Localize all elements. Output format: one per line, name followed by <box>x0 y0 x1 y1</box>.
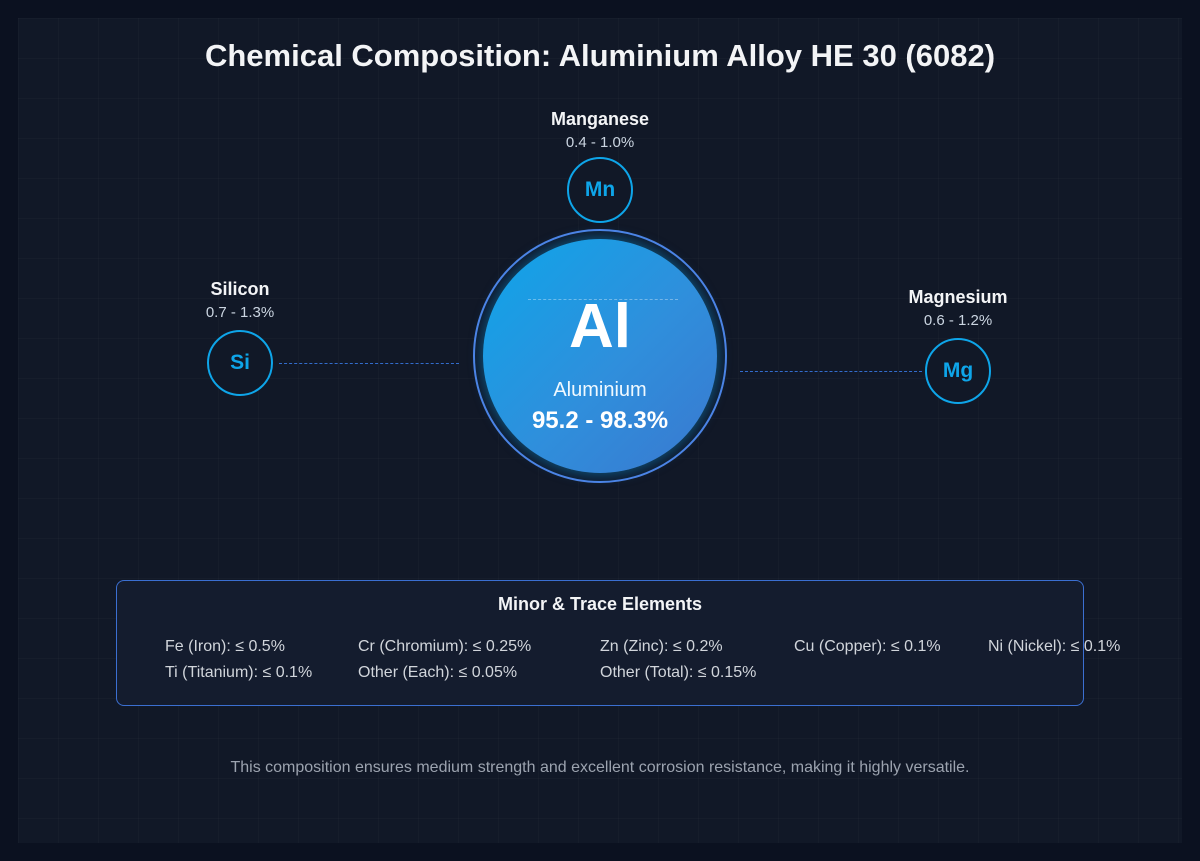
manganese-node: Mn <box>567 157 633 223</box>
element-range: 0.4 - 1.0% <box>565 134 635 151</box>
element-name: Silicon <box>210 279 270 299</box>
minor-item: Fe (Iron): ≤ 0.5% <box>165 638 285 655</box>
aluminium-symbol: Al <box>569 292 631 361</box>
minor-item: Other (Each): ≤ 0.05% <box>358 664 518 681</box>
silicon-node: Si <box>207 330 273 396</box>
element-name: Manganese <box>550 109 650 129</box>
inner-connector <box>528 299 678 300</box>
aluminium-node: Al Aluminium 95.2 - 98.3% <box>483 239 717 473</box>
minor-item: Zn (Zinc): ≤ 0.2% <box>600 638 723 655</box>
silicon-label: Silicon 0.7 - 1.3% <box>140 279 340 321</box>
element-range: 0.6 - 1.2% <box>923 312 993 329</box>
magnesium-label: Magnesium 0.6 - 1.2% <box>858 287 1058 329</box>
silicon-connector <box>279 363 459 364</box>
aluminium-range: 95.2 - 98.3% <box>531 407 669 434</box>
minor-item: Ni (Nickel): ≤ 0.1% <box>988 638 1121 655</box>
minor-elements-box: Minor & Trace Elements Fe (Iron): ≤ 0.5%… <box>116 580 1120 706</box>
element-range: 0.7 - 1.3% <box>205 304 275 321</box>
footer-note: This composition ensures medium strength… <box>230 759 970 776</box>
minor-item: Other (Total): ≤ 0.15% <box>600 664 757 681</box>
minor-item: Cu (Copper): ≤ 0.1% <box>794 638 941 655</box>
page-title: Chemical Composition: Aluminium Alloy HE… <box>204 38 996 73</box>
magnesium-connector <box>740 371 922 372</box>
aluminium-name: Aluminium <box>553 379 647 401</box>
manganese-label: Manganese 0.4 - 1.0% <box>500 109 700 151</box>
minor-item: Ti (Titanium): ≤ 0.1% <box>165 664 313 681</box>
minor-item: Cr (Chromium): ≤ 0.25% <box>358 638 532 655</box>
element-name: Magnesium <box>908 287 1008 307</box>
minor-elements-title: Minor & Trace Elements <box>497 594 703 614</box>
magnesium-node: Mg <box>925 338 991 404</box>
